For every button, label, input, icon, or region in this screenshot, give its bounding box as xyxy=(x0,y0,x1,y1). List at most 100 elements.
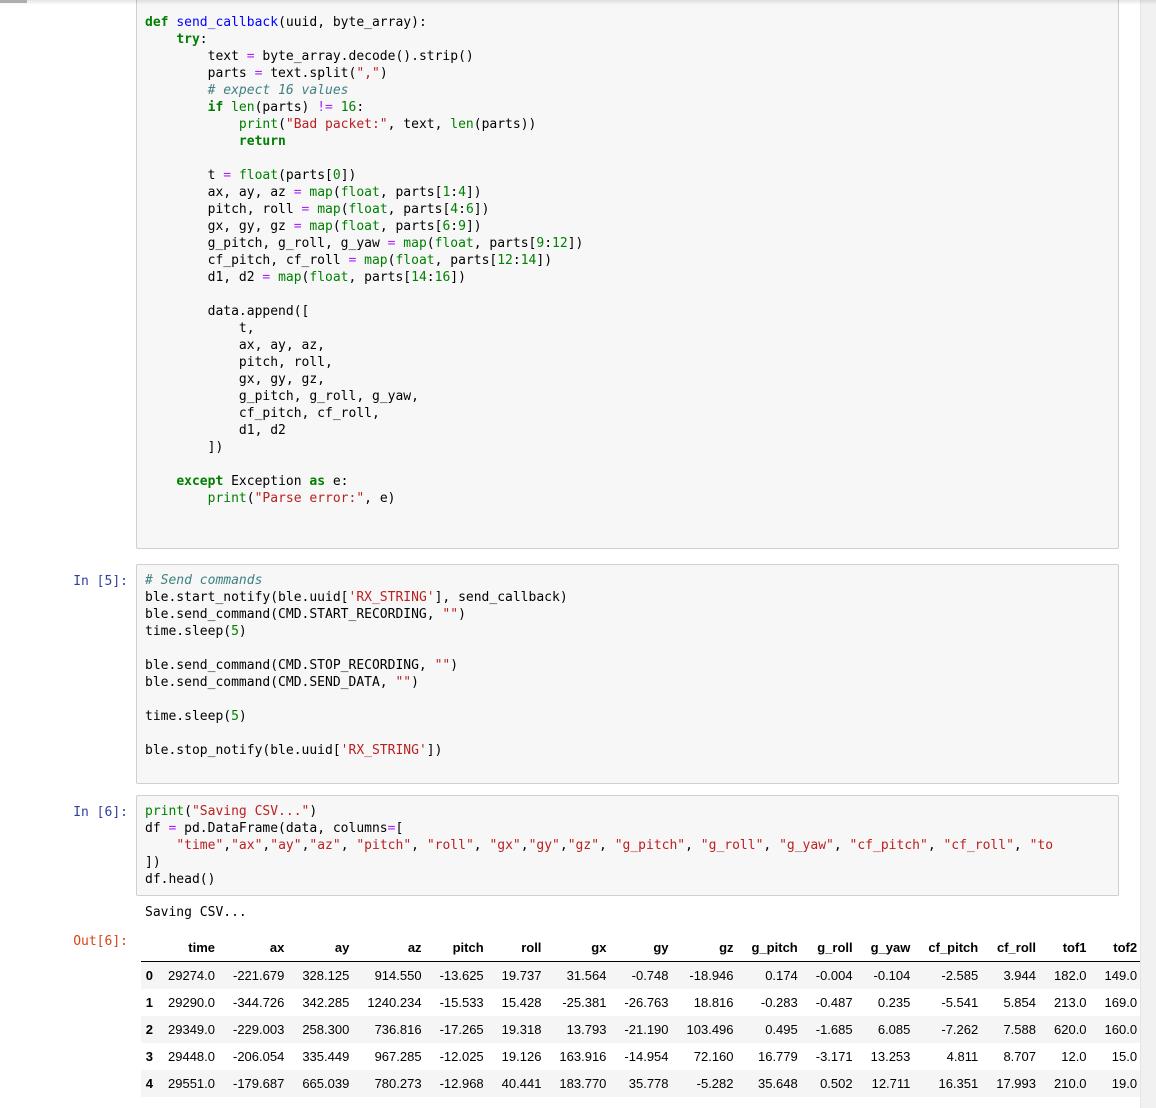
code-line: # expect 16 values xyxy=(207,83,349,98)
table-cell: 3.944 xyxy=(1003,968,1036,983)
table-row: 2 29349.0 -229.003 258.300 736.816 -17.265 19.… xyxy=(141,1016,1147,1043)
table-cell: 35.648 xyxy=(757,1076,798,1091)
table-cell: 620.0 xyxy=(1054,1022,1087,1037)
table-cell: 4.811 xyxy=(946,1049,979,1064)
table-cell: 16.351 xyxy=(938,1076,979,1091)
table-cell: 13.793 xyxy=(566,1022,607,1037)
code-line: print("Saving CSV...") xyxy=(145,804,318,819)
table-cell: 16.779 xyxy=(757,1049,798,1064)
code-line: ble.stop_notify(ble.uuid['RX_STRING']) xyxy=(145,743,443,758)
column-header-cf_roll: cf_roll xyxy=(987,934,1045,962)
code-line: g_pitch, g_roll, g_yaw, xyxy=(145,389,419,404)
table-cell: 15.0 xyxy=(1111,1049,1138,1064)
index-column-header xyxy=(141,934,159,962)
table-cell: -25.381 xyxy=(562,995,607,1010)
table-cell: 169.0 xyxy=(1104,995,1138,1010)
input-prompt-6: In [6]: xyxy=(73,805,128,820)
output-prompt-6: Out[6]: xyxy=(73,934,128,949)
code-line: g_pitch, g_roll, g_yaw = map(float, part… xyxy=(145,236,584,251)
code-line: gx, gy, gz = map(float, parts[6:9]) xyxy=(145,219,482,234)
table-cell: 12.711 xyxy=(871,1076,911,1091)
table-cell: 0.495 xyxy=(765,1022,798,1037)
column-header-ax: ax xyxy=(224,934,294,962)
code-line: ax, ay, az = map(float, parts[1:4]) xyxy=(145,185,482,200)
table-cell: -3.171 xyxy=(815,1049,853,1064)
table-cell: -0.104 xyxy=(873,968,911,983)
table-cell: 19.0 xyxy=(1111,1076,1138,1091)
table-cell: 736.816 xyxy=(374,1022,422,1037)
vertical-scrollbar[interactable] xyxy=(1140,0,1156,1108)
column-header-roll: roll xyxy=(492,934,551,962)
code-line: ble.send_command(CMD.STOP_RECORDING, "") xyxy=(145,658,459,673)
table-cell: 342.285 xyxy=(302,995,350,1010)
table-cell: 1240.234 xyxy=(367,995,422,1010)
code-line: d1, d2 = map(float, parts[14:16]) xyxy=(145,270,466,285)
column-header-tof1: tof1 xyxy=(1045,934,1096,962)
code-cell-send-callback: def send_callback(uuid, byte_array): try… xyxy=(0,0,1119,549)
column-header-gy: gy xyxy=(615,934,678,962)
table-cell: 328.125 xyxy=(302,968,350,983)
code-line: ax, ay, az, xyxy=(145,338,326,353)
table-cell: -17.265 xyxy=(439,1022,484,1037)
code-line xyxy=(145,759,1110,776)
code-line: return xyxy=(238,134,286,149)
code-line: def send_callback(uuid, byte_array): xyxy=(145,15,427,30)
table-cell: -7.262 xyxy=(941,1022,979,1037)
table-cell: 17.993 xyxy=(996,1076,1036,1091)
column-header-gx: gx xyxy=(550,934,616,962)
table-cell: 914.550 xyxy=(374,968,422,983)
table-cell: -344.726 xyxy=(233,995,285,1010)
table-cell: 258.300 xyxy=(302,1022,350,1037)
table-cell: 0.235 xyxy=(877,995,911,1010)
code-editor[interactable]: def send_callback(uuid, byte_array): try… xyxy=(137,0,1118,548)
table-cell: -12.025 xyxy=(439,1049,484,1064)
table-cell: 29551.0 xyxy=(168,1076,215,1091)
table-cell: 12.0 xyxy=(1061,1049,1087,1064)
code-editor[interactable]: # Send commands ble.start_notify(ble.uuid… xyxy=(137,565,1118,783)
code-line: pitch, roll, xyxy=(145,355,333,370)
row-index: 1 xyxy=(145,995,153,1010)
table-cell: 0.502 xyxy=(820,1076,853,1091)
code-line: t = float(parts[0]) xyxy=(145,168,357,183)
table-cell: 15.428 xyxy=(501,995,542,1010)
code-line: gx, gy, gz, xyxy=(145,372,326,387)
code-input-send-callback[interactable]: def send_callback(uuid, byte_array): try… xyxy=(136,0,1119,549)
code-line: data.append([ xyxy=(145,304,310,319)
table-cell: 163.916 xyxy=(559,1049,607,1064)
table-cell: -14.954 xyxy=(624,1049,669,1064)
code-line: except Exception as e: xyxy=(176,474,349,489)
code-input-save-csv[interactable]: print("Saving CSV...") df = pd.DataFrame(… xyxy=(136,795,1119,896)
table-cell: 103.496 xyxy=(686,1022,734,1037)
dataframe-table: time ax ay az pitch roll gx gy gz g_pitch g_roll g_… xyxy=(141,934,1147,1097)
column-header-pitch: pitch xyxy=(430,934,493,962)
table-row: 4 29551.0 -179.687 665.039 780.273 -12.968 40.… xyxy=(141,1070,1147,1097)
table-cell: 183.770 xyxy=(559,1076,607,1091)
table-cell: -2.585 xyxy=(941,968,979,983)
code-line: time.sleep(5) xyxy=(145,709,247,724)
table-cell: -206.054 xyxy=(233,1049,285,1064)
column-header-ay: ay xyxy=(293,934,359,962)
code-line: try: xyxy=(176,32,208,47)
table-cell: 160.0 xyxy=(1104,1022,1138,1037)
code-cell-save-csv: In [6]: print("Saving CSV...") df = pd.Da… xyxy=(0,795,1119,896)
code-editor[interactable]: print("Saving CSV...") df = pd.DataFrame(… xyxy=(137,796,1118,895)
code-input-send-commands[interactable]: # Send commands ble.start_notify(ble.uuid… xyxy=(136,564,1119,784)
table-row: 1 29290.0 -344.726 342.285 1240.234 -15.533 15… xyxy=(141,989,1146,1016)
output-area: Out[6]: time ax ay az pitch roll gx gy gz g_pitch… xyxy=(0,931,1147,1097)
table-cell: 5.854 xyxy=(1003,995,1036,1010)
table-cell: 967.285 xyxy=(374,1049,422,1064)
code-line: d1, d2 xyxy=(145,423,286,438)
row-index: 4 xyxy=(145,1076,153,1091)
table-cell: -229.003 xyxy=(233,1022,285,1037)
code-line: df = pd.DataFrame(data, columns=[ xyxy=(145,821,404,836)
table-cell: 29448.0 xyxy=(168,1049,215,1064)
table-cell: 19.737 xyxy=(501,968,542,983)
code-line: cf_pitch, cf_roll = map(float, parts[12:… xyxy=(145,253,553,268)
table-cell: 40.441 xyxy=(501,1076,542,1091)
row-index: 2 xyxy=(145,1022,153,1037)
column-header-gz: gz xyxy=(677,934,743,962)
table-cell: -5.541 xyxy=(941,995,979,1010)
column-header-az: az xyxy=(358,934,431,962)
code-line xyxy=(145,691,1110,708)
